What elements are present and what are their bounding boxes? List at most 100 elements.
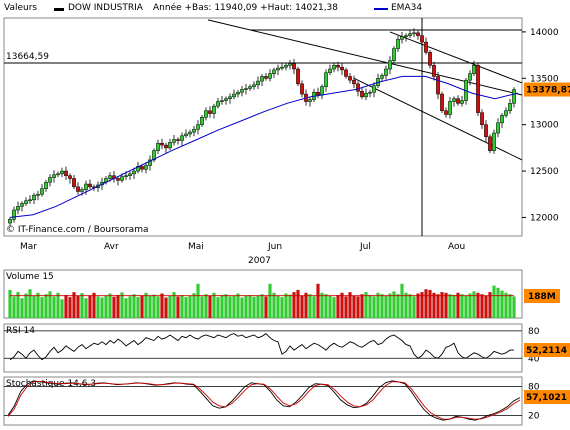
volume-bar	[244, 295, 248, 318]
volume-bar	[388, 293, 392, 318]
volume-bar	[196, 283, 200, 318]
candle-body	[372, 85, 376, 93]
month-label: Mai	[188, 242, 204, 252]
volume-bar	[84, 298, 88, 318]
candle-body	[64, 170, 68, 176]
candle-body	[144, 165, 148, 170]
volume-bar	[312, 296, 316, 318]
chart-header: Valeurs DOW INDUSTRIA Année +Bas: 11940,…	[0, 3, 500, 15]
candle-body	[172, 139, 176, 143]
volume-bar	[32, 295, 36, 318]
month-label: Jul	[359, 242, 371, 252]
volume-bar	[280, 297, 284, 318]
volume-bar	[132, 294, 136, 318]
volume-bar	[304, 292, 308, 318]
candle-body	[132, 170, 136, 175]
candle-body	[384, 68, 388, 76]
candle-body	[212, 105, 216, 114]
volume-bar	[100, 297, 104, 318]
candle-body	[368, 91, 372, 94]
volume-bar	[492, 285, 496, 318]
volume-bar	[16, 292, 20, 318]
candle-body	[308, 99, 312, 102]
ema-legend-label: EMA34	[391, 3, 423, 13]
candle-body	[328, 68, 332, 73]
candle-body	[360, 91, 364, 98]
volume-last-label: 188M	[528, 292, 556, 302]
candle-body	[512, 89, 516, 104]
rsi-level-label: 40	[528, 354, 540, 364]
volume-bar	[348, 292, 352, 318]
volume-bar	[232, 295, 236, 318]
candle-body	[480, 112, 484, 125]
volume-bar	[188, 296, 192, 318]
volume-bar	[504, 292, 508, 318]
candle-body	[428, 52, 432, 66]
candle-body	[348, 76, 352, 81]
candle-body	[56, 173, 60, 176]
volume-bar	[128, 296, 132, 318]
candle-body	[260, 76, 264, 82]
volume-bar	[324, 294, 328, 318]
candle-body	[184, 133, 188, 137]
volume-bar	[64, 294, 68, 318]
series-legend-swatch	[54, 8, 64, 11]
volume-bar	[408, 294, 412, 318]
volume-bar	[144, 292, 148, 318]
candle-body	[508, 103, 512, 112]
volume-bar	[44, 294, 48, 318]
volume-bar	[496, 287, 500, 318]
volume-bar	[428, 289, 432, 318]
candle-body	[152, 150, 156, 161]
volume-bar	[392, 291, 396, 318]
volume-bar	[444, 292, 448, 318]
volume-bar	[284, 293, 288, 318]
candle-body	[224, 98, 228, 101]
volume-bar	[452, 294, 456, 318]
volume-bar	[240, 297, 244, 318]
candle-body	[156, 142, 160, 151]
volume-bar	[96, 296, 100, 318]
candle-body	[452, 98, 456, 102]
volume-bar	[256, 295, 260, 318]
candle-body	[16, 206, 20, 211]
candle-body	[32, 194, 36, 201]
volume-bar	[120, 292, 124, 318]
candle-body	[380, 75, 384, 79]
ema34-line	[9, 75, 519, 218]
candle-body	[52, 174, 56, 178]
volume-bar	[72, 292, 76, 318]
volume-bar	[160, 293, 164, 318]
candle-body	[196, 124, 200, 130]
volume-bar	[360, 294, 364, 318]
candle-body	[504, 110, 508, 116]
candle-body	[108, 175, 112, 179]
volume-bar	[372, 296, 376, 318]
candle-body	[340, 66, 344, 71]
stoch-last-label: 57,1021	[526, 393, 567, 403]
volume-bar	[24, 293, 28, 318]
candle-body	[412, 32, 416, 35]
candle-body	[424, 41, 428, 53]
candle-body	[200, 117, 204, 125]
volume-bar	[220, 294, 224, 318]
volume-bar	[180, 294, 184, 318]
ema-legend-swatch	[374, 8, 388, 10]
candle-body	[148, 159, 152, 166]
volume-bar	[20, 298, 24, 318]
volume-bar	[112, 296, 116, 318]
volume-bar	[92, 292, 96, 318]
volume-bar	[472, 291, 476, 318]
volume-bar	[400, 283, 404, 318]
price-ytick-label: 12000	[530, 213, 559, 223]
volume-bar	[440, 292, 444, 318]
candle-body	[60, 170, 64, 175]
candle-body	[36, 194, 40, 196]
candle-body	[164, 144, 168, 149]
volume-bar	[28, 289, 32, 318]
candle-body	[404, 35, 408, 37]
candle-body	[416, 32, 420, 36]
volume-bar	[60, 299, 64, 318]
volume-bar	[344, 296, 348, 318]
